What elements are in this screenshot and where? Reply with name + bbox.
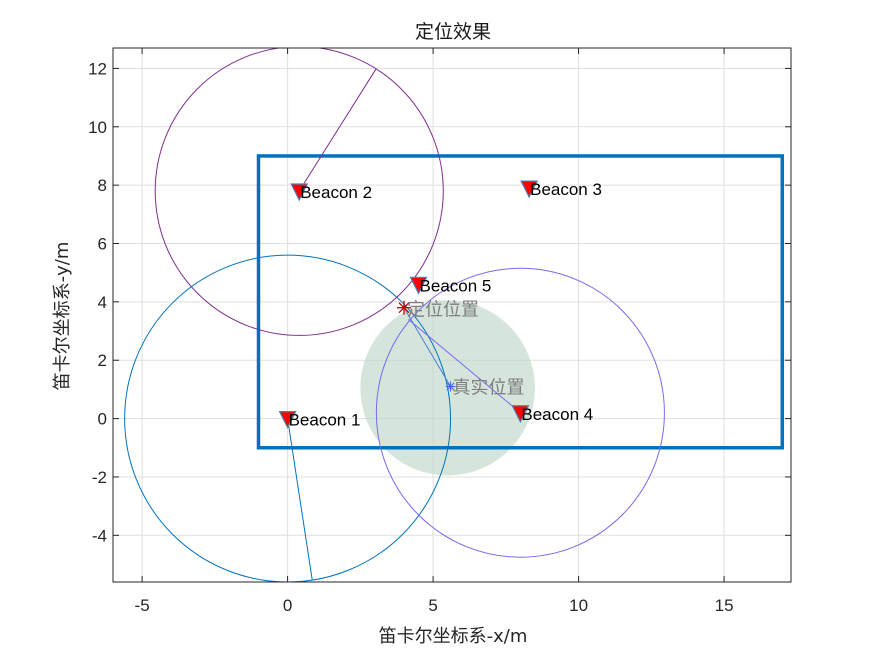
range-radius-line <box>408 318 521 414</box>
y-tick-label: 12 <box>88 59 107 78</box>
beacon-marker <box>409 276 428 295</box>
range-circle <box>154 48 444 336</box>
asterisk-stroke <box>398 302 410 314</box>
asterisk-stroke <box>446 382 455 391</box>
y-tick-label: -4 <box>92 526 107 545</box>
y-tick-label: 10 <box>88 118 107 137</box>
x-tick-label: 0 <box>283 596 292 615</box>
estimated-position-label: 定位位置 <box>407 300 479 321</box>
plot-content <box>124 48 785 582</box>
x-tick-label: 10 <box>569 596 588 615</box>
beacon-label: Beacon 3 <box>530 180 602 199</box>
beacon-label: Beacon 1 <box>289 411 361 430</box>
y-tick-label: 6 <box>98 235 107 254</box>
range-radius-line <box>298 68 377 192</box>
beacon-marker <box>511 405 530 424</box>
x-tick-label: 15 <box>715 596 734 615</box>
beacon-marker <box>520 180 539 199</box>
beacon-label: Beacon 2 <box>300 183 372 202</box>
beacon-label: Beacon 5 <box>420 276 492 295</box>
y-tick-label: 2 <box>98 351 107 370</box>
true-position-label: 真实位置 <box>453 377 525 398</box>
plot-area: Beacon 1 Beacon 2 Beacon 3 Beacon 4 Beacon 5… <box>88 47 792 615</box>
beacon-marker <box>290 183 309 202</box>
range-radius-line <box>287 418 313 581</box>
x-tick-label: -5 <box>135 596 150 615</box>
chart-title: 定位效果 <box>415 21 491 43</box>
y-tick-label: -2 <box>92 468 107 487</box>
y-tick-label: 0 <box>98 410 107 429</box>
axes-box <box>112 47 792 583</box>
range-circle <box>375 267 665 558</box>
true-position-marker <box>445 381 456 392</box>
beacon-label: Beacon 4 <box>521 405 593 424</box>
estimated-position-marker <box>396 300 411 315</box>
error-line <box>403 307 451 387</box>
y-axis-label: 笛卡尔坐标系-y/m <box>52 242 73 391</box>
x-tick-label: 5 <box>428 596 437 615</box>
x-axis-label: 笛卡尔坐标系-x/m <box>379 626 528 647</box>
beacon-marker <box>278 410 297 429</box>
y-tick-label: 4 <box>98 293 107 312</box>
y-tick-label: 8 <box>98 176 107 195</box>
room-boundary <box>256 154 785 450</box>
